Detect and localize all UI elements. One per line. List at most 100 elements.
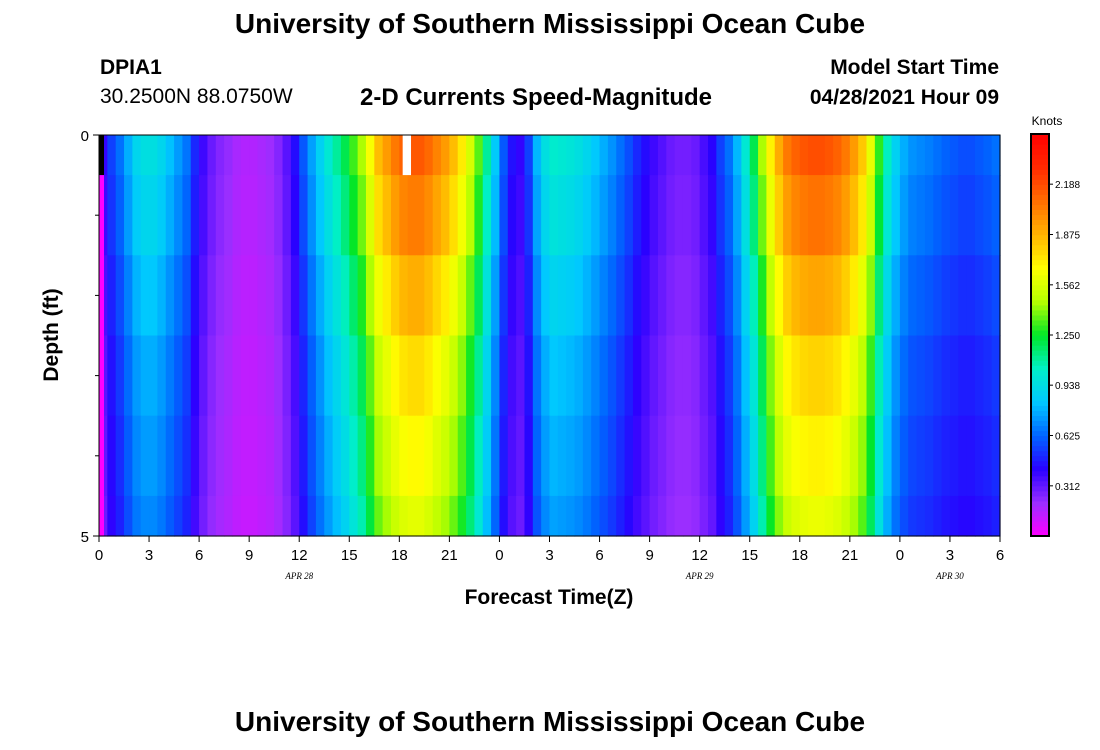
- heatmap-cell: [858, 335, 868, 417]
- heatmap-cell: [215, 175, 225, 256]
- x-tick-label: 21: [841, 547, 858, 564]
- colorbar-segment: [1031, 525, 1049, 532]
- heatmap-cell: [716, 255, 726, 337]
- heatmap-cell: [766, 255, 776, 337]
- heatmap-cell: [491, 255, 501, 337]
- heatmap-cell: [774, 415, 784, 497]
- heatmap-cell: [991, 335, 1001, 417]
- heatmap-cell: [457, 415, 467, 497]
- heatmap-cell: [299, 175, 309, 256]
- heatmap-cell: [507, 135, 517, 176]
- heatmap-cell: [958, 335, 968, 417]
- heatmap-cell: [733, 135, 742, 176]
- heatmap-cell: [724, 175, 734, 256]
- colorbar-segment: [1031, 204, 1049, 210]
- heatmap-cell: [324, 335, 334, 417]
- heatmap-cell: [924, 415, 934, 497]
- colorbar-segment: [1031, 324, 1049, 331]
- heatmap-cell: [332, 135, 342, 176]
- colorbar-segment: [1031, 284, 1049, 291]
- heatmap-cell: [516, 175, 526, 256]
- heatmap-cell: [841, 255, 851, 337]
- heatmap-cell: [699, 175, 709, 256]
- heatmap-cell: [874, 175, 884, 256]
- heatmap-cell: [199, 415, 209, 497]
- heatmap-cell: [924, 175, 934, 256]
- heatmap-cell: [924, 135, 934, 176]
- heatmap-cell: [949, 175, 959, 256]
- heatmap-cell: [257, 255, 267, 337]
- heatmap-cell: [582, 415, 592, 497]
- heatmap-cell: [507, 415, 517, 497]
- heatmap-cell: [149, 175, 158, 256]
- heatmap-cell: [449, 335, 459, 417]
- colorbar-segment: [1031, 259, 1049, 266]
- heatmap-cell: [149, 415, 158, 497]
- heatmap-cell: [616, 495, 626, 537]
- heatmap-cell: [682, 255, 692, 337]
- x-tick-label: 21: [441, 547, 458, 564]
- heatmap-cell: [132, 135, 142, 176]
- heatmap-cell: [783, 495, 793, 537]
- heatmap-cell: [766, 495, 776, 537]
- heatmap-cell: [140, 415, 150, 497]
- heatmap-cell: [649, 415, 659, 497]
- heatmap-cell: [224, 135, 234, 176]
- heatmap-cell: [232, 415, 242, 497]
- heatmap-cell: [532, 495, 542, 537]
- heatmap-cell: [299, 135, 309, 176]
- heatmap-cell: [858, 255, 868, 337]
- heatmap-cell: [249, 135, 259, 176]
- heatmap-cell: [624, 175, 634, 256]
- heatmap-cell: [616, 135, 626, 176]
- heatmap-cell: [849, 335, 859, 417]
- colorbar-segment: [1031, 335, 1049, 341]
- heatmap-cell: [657, 135, 667, 176]
- heatmap-cell: [399, 255, 409, 337]
- heatmap-cell: [824, 255, 834, 337]
- heatmap-cell: [249, 415, 259, 497]
- heatmap-cell: [849, 495, 859, 537]
- heatmap-cell: [232, 255, 242, 337]
- colorbar-segment: [1031, 375, 1049, 381]
- x-tick-label: 15: [341, 547, 358, 564]
- colorbar-segment: [1031, 209, 1049, 215]
- heatmap-cell: [290, 175, 300, 256]
- colorbar-segment: [1031, 249, 1049, 256]
- heatmap-cell: [382, 495, 392, 537]
- heatmap-cell: [783, 175, 793, 256]
- heatmap-cell: [549, 135, 559, 176]
- heatmap-cell: [874, 135, 884, 176]
- heatmap-cell: [207, 335, 217, 417]
- heatmap-cell: [691, 495, 701, 537]
- heatmap-cell: [582, 135, 592, 176]
- heatmap-cell: [382, 135, 392, 176]
- heatmap-cell: [432, 415, 442, 497]
- colorbar-segment: [1031, 430, 1049, 437]
- colorbar-segment: [1031, 254, 1049, 261]
- heatmap-cell: [390, 495, 400, 537]
- heatmap-cell: [491, 175, 501, 256]
- model-start-label: Model Start Time: [830, 56, 999, 79]
- heatmap-cell: [582, 255, 592, 337]
- heatmap-cell: [199, 335, 209, 417]
- heatmap-cell: [791, 175, 801, 256]
- heatmap-cell: [958, 255, 968, 337]
- heatmap-cell: [541, 495, 551, 537]
- heatmap-cell: [849, 135, 859, 176]
- heatmap-cell: [758, 415, 768, 497]
- heatmap-cell: [174, 335, 184, 417]
- heatmap-cell: [991, 175, 1001, 256]
- heatmap-cell: [607, 175, 617, 256]
- heatmap-cell: [941, 255, 951, 337]
- colorbar-segment: [1031, 460, 1049, 467]
- colorbar-segment: [1031, 219, 1049, 226]
- heatmap-cell: [274, 415, 284, 497]
- heatmap-cell: [599, 495, 609, 537]
- heatmap-cell: [407, 135, 417, 176]
- heatmap-cell: [974, 135, 984, 176]
- heatmap-cell: [616, 175, 626, 256]
- heatmap-cell: [132, 415, 142, 497]
- heatmap-cell: [449, 255, 459, 337]
- heatmap-cell: [874, 335, 884, 417]
